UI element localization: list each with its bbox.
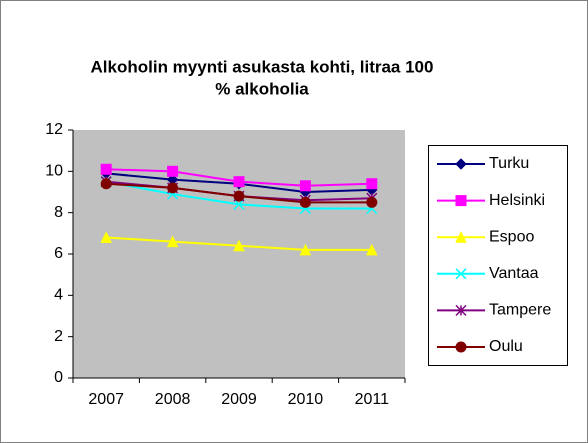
x-tick-label: 2009: [221, 391, 257, 408]
marker: [166, 235, 179, 248]
marker: [167, 182, 179, 194]
x-tick-label: 2011: [355, 391, 390, 408]
plot-area: [73, 130, 405, 378]
marker: [100, 163, 112, 175]
legend-label: Espoo: [489, 228, 534, 245]
marker: [299, 180, 311, 192]
legend-marker: [455, 304, 467, 316]
marker: [100, 178, 112, 190]
marker: [299, 196, 311, 208]
marker: [233, 239, 245, 252]
marker: [233, 190, 245, 202]
marker: [365, 243, 378, 256]
legend-label: Helsinki: [489, 192, 545, 209]
legend-marker: [455, 268, 467, 280]
x-tick-label: 2008: [155, 391, 191, 408]
y-tick-label: 10: [45, 163, 63, 180]
marker: [100, 231, 113, 243]
x-tick-label: 2010: [288, 391, 324, 408]
x-tick-label: 2007: [88, 391, 124, 408]
marker: [233, 198, 245, 210]
legend-box: [428, 145, 568, 366]
y-tick-label: 0: [54, 369, 63, 386]
marker: [366, 178, 378, 190]
legend-label: Vantaa: [489, 265, 539, 282]
chart-title: Alkoholin myynti asukasta kohti, litraa …: [91, 57, 434, 76]
y-tick-label: 4: [54, 287, 63, 304]
marker: [167, 165, 179, 177]
legend-label: Turku: [489, 155, 529, 172]
marker: [366, 196, 378, 208]
y-tick-label: 2: [54, 328, 63, 345]
legend-marker: [455, 195, 467, 207]
y-tick-label: 8: [54, 204, 63, 221]
marker: [299, 243, 312, 256]
legend-marker: [455, 158, 467, 170]
legend-marker: [455, 341, 467, 353]
marker: [233, 176, 245, 188]
y-tick-label: 12: [45, 121, 63, 138]
chart-title: % alkoholia: [215, 79, 309, 98]
legend-label: Tampere: [489, 302, 551, 319]
legend-marker: [455, 231, 467, 243]
legend-label: Oulu: [489, 338, 523, 355]
y-tick-label: 6: [54, 245, 63, 262]
